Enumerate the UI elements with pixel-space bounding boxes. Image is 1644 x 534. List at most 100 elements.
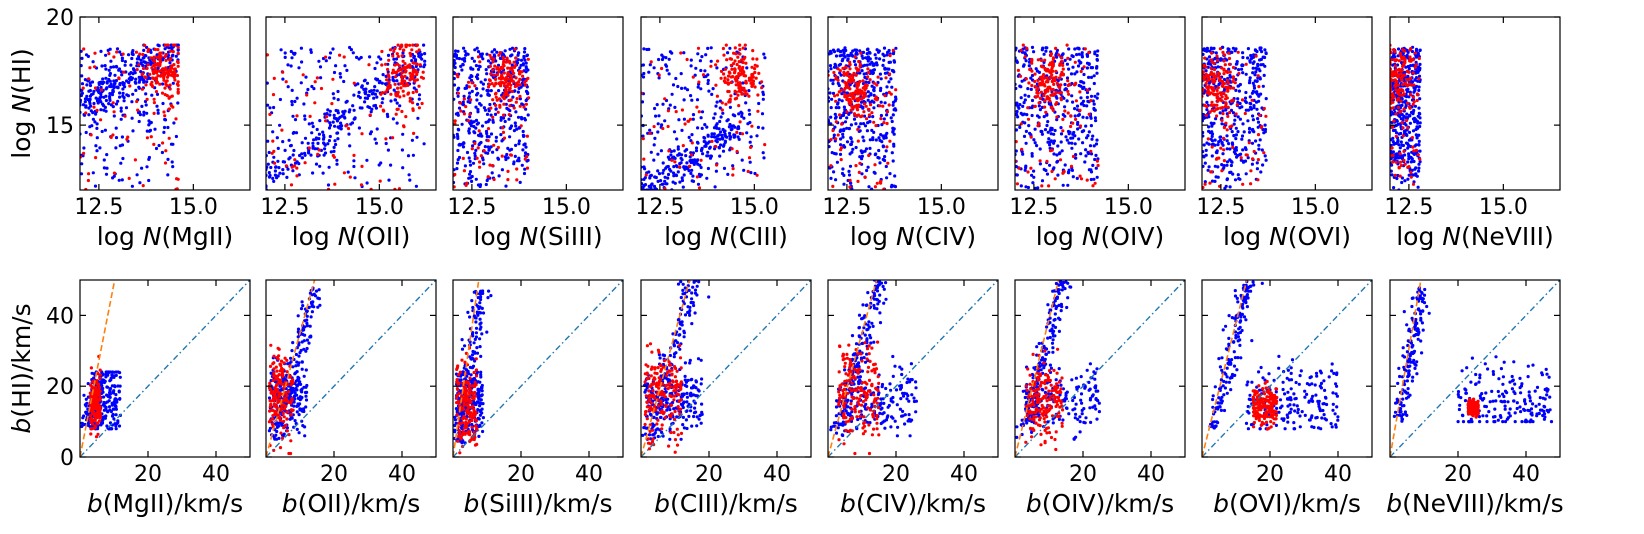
data-point-blue	[306, 87, 310, 92]
data-point-red	[1038, 75, 1043, 79]
data-point-blue	[485, 72, 489, 76]
data-point-red	[839, 148, 843, 152]
data-point-blue	[740, 158, 744, 162]
data-point-blue	[139, 58, 143, 62]
data-point-blue	[717, 127, 721, 131]
data-point-blue	[336, 89, 340, 94]
data-point-blue	[518, 97, 523, 101]
data-point-blue	[285, 175, 289, 179]
y-tick-label: 20	[46, 6, 74, 31]
data-point-blue	[846, 53, 850, 58]
data-point-red	[402, 94, 406, 98]
data-point-red	[697, 186, 702, 190]
x-axis-label-part: log	[473, 222, 519, 251]
data-point-blue	[890, 151, 894, 155]
data-point-blue	[400, 148, 404, 152]
data-point-blue	[879, 133, 883, 137]
x-axis-label-part: N	[1082, 222, 1101, 251]
data-point-red	[1069, 164, 1074, 168]
data-point-blue	[861, 135, 865, 139]
data-point-blue	[1207, 129, 1211, 133]
data-point-red	[745, 92, 749, 96]
data-point-blue	[1015, 149, 1018, 153]
data-point-blue	[1015, 128, 1018, 132]
data-point-blue	[92, 89, 96, 93]
data-point-blue	[873, 171, 877, 175]
data-point-blue	[1401, 118, 1405, 122]
data-point-blue	[707, 140, 712, 144]
data-point-blue	[1415, 125, 1419, 129]
data-point-blue	[380, 101, 384, 105]
data-point-red	[1218, 47, 1222, 51]
data-point-red	[169, 103, 173, 108]
data-point-blue	[1210, 122, 1214, 126]
data-point-red	[735, 130, 739, 134]
data-point-red	[386, 87, 390, 91]
data-point-red	[1207, 92, 1211, 96]
data-point-blue	[468, 170, 473, 174]
data-point-blue	[328, 134, 332, 139]
data-point-blue	[749, 135, 753, 139]
data-point-blue	[1015, 103, 1019, 107]
data-point-blue	[1409, 160, 1413, 164]
data-point-blue	[872, 100, 876, 104]
data-point-blue	[1400, 176, 1404, 180]
data-point-blue	[761, 92, 766, 97]
data-point-blue	[303, 114, 307, 118]
data-point-blue	[1241, 55, 1245, 60]
data-point-red	[881, 104, 885, 108]
data-point-red	[726, 82, 731, 86]
data-point-blue	[80, 49, 83, 53]
data-point-blue	[763, 56, 767, 60]
data-point-blue	[706, 134, 710, 138]
data-point-blue	[707, 89, 711, 93]
data-point-blue	[369, 110, 373, 114]
data-point-blue	[374, 106, 378, 110]
data-point-red	[163, 86, 167, 90]
data-point-red	[1026, 117, 1031, 121]
data-point-blue	[138, 78, 142, 82]
data-point-red	[163, 55, 167, 59]
data-point-blue	[332, 70, 337, 75]
data-point-blue	[349, 122, 353, 126]
data-point-blue	[385, 112, 389, 116]
data-point-blue	[378, 79, 382, 83]
data-point-blue	[858, 71, 862, 75]
data-point-red	[878, 104, 882, 108]
data-point-red	[1071, 154, 1076, 159]
data-point-blue	[1075, 104, 1080, 108]
data-point-blue	[1253, 73, 1257, 77]
data-point-blue	[112, 86, 116, 90]
data-point-blue	[380, 81, 384, 85]
data-point-red	[158, 82, 162, 86]
data-point-red	[1035, 88, 1039, 92]
data-point-red	[385, 78, 389, 82]
data-point-red	[526, 76, 530, 80]
data-point-blue	[455, 132, 459, 136]
data-point-red	[1392, 119, 1396, 123]
data-point-blue	[104, 98, 108, 103]
data-point-blue	[522, 143, 526, 147]
data-point-red	[1224, 69, 1229, 73]
data-point-blue	[127, 77, 131, 81]
data-point-red	[1018, 74, 1023, 78]
data-point-red	[152, 101, 156, 105]
data-point-blue	[120, 143, 125, 147]
data-point-red	[505, 77, 509, 81]
data-point-blue	[1418, 97, 1422, 101]
data-point-blue	[1089, 152, 1094, 156]
data-point-blue	[104, 172, 109, 176]
data-point-blue	[471, 144, 475, 148]
data-point-red	[404, 115, 408, 119]
data-point-red	[271, 139, 275, 143]
data-point-red	[831, 128, 835, 133]
data-point-blue	[365, 81, 370, 85]
data-point-blue	[326, 142, 330, 146]
data-point-blue	[696, 141, 700, 145]
data-point-blue	[710, 135, 714, 139]
data-point-blue	[1400, 103, 1404, 107]
data-point-blue	[292, 130, 296, 135]
data-point-blue	[718, 106, 722, 110]
data-point-blue	[1233, 178, 1238, 182]
data-point-blue	[1038, 108, 1042, 112]
